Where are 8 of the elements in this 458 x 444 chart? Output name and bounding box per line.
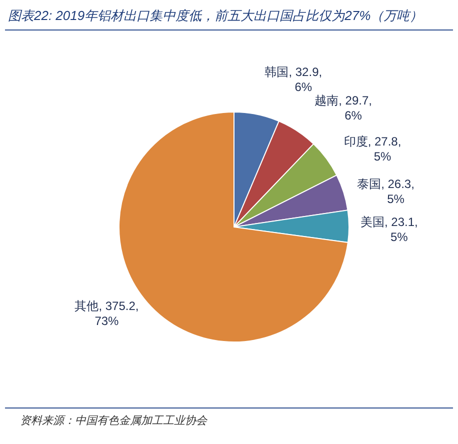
- slice-label: 其他, 375.2, 73%: [74, 299, 139, 328]
- chart-title: 图表22: 2019年铝材出口集中度低，前五大出口国占比仅为27%（万吨）: [8, 8, 423, 23]
- slice-label: 美国, 23.1, 5%: [360, 215, 418, 244]
- text: 资料来源：中国有色金属加工工业协会: [20, 414, 208, 427]
- slice-label: 韩国, 32.9, 6%: [264, 64, 322, 94]
- slice-label: 泰国, 26.3, 5%: [357, 176, 414, 206]
- slice-label: 越南, 29.7, 6%: [314, 94, 372, 123]
- slice-label: 印度, 27.8, 5%: [344, 134, 402, 164]
